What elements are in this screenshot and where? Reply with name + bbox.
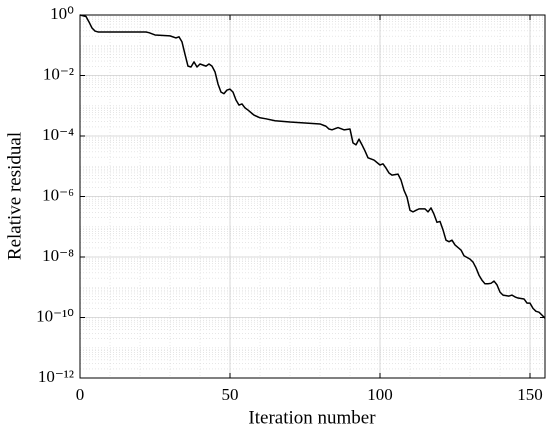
x-tick-label: 0 bbox=[76, 385, 85, 404]
x-tick-label: 50 bbox=[222, 385, 239, 404]
x-axis-label: Iteration number bbox=[248, 407, 376, 428]
y-tick-label: 10⁻⁴ bbox=[42, 125, 74, 144]
y-tick-label: 10⁰ bbox=[50, 4, 74, 23]
data-line bbox=[79, 14, 546, 319]
y-tick-label: 10⁻¹² bbox=[38, 367, 74, 386]
y-tick-label: 10⁻² bbox=[43, 64, 74, 83]
x-tick-label: 100 bbox=[367, 385, 393, 404]
y-axis-label: Relative residual bbox=[4, 132, 25, 260]
x-tick-label: 150 bbox=[517, 385, 543, 404]
y-tick-label: 10⁻⁸ bbox=[42, 246, 74, 265]
y-tick-label: 10⁻¹⁰ bbox=[36, 306, 74, 325]
y-tick-label: 10⁻⁶ bbox=[42, 185, 74, 204]
plot-frame bbox=[79, 14, 546, 379]
